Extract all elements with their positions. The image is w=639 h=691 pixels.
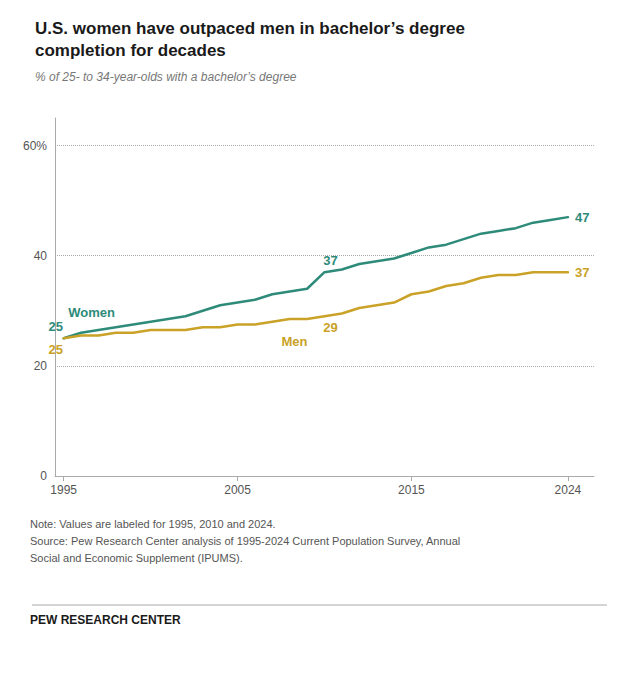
svg-text:Women: Women: [68, 305, 115, 320]
svg-text:PEW RESEARCH CENTER: PEW RESEARCH CENTER: [30, 613, 181, 627]
svg-text:60%: 60%: [23, 139, 47, 153]
svg-text:2005: 2005: [224, 483, 251, 497]
svg-text:completion for decades: completion for decades: [35, 41, 226, 60]
svg-text:25: 25: [48, 319, 62, 334]
svg-text:2015: 2015: [398, 483, 425, 497]
svg-text:Note: Values are labeled for 1: Note: Values are labeled for 1995, 2010 …: [30, 518, 276, 530]
svg-text:Social and Economic Supplement: Social and Economic Supplement (IPUMS).: [30, 552, 243, 564]
svg-text:Men: Men: [282, 334, 308, 349]
svg-text:29: 29: [323, 320, 337, 335]
svg-text:% of 25- to 34-year-olds with: % of 25- to 34-year-olds with a bachelor…: [35, 70, 297, 84]
svg-text:U.S. women have outpaced men i: U.S. women have outpaced men in bachelor…: [35, 19, 465, 38]
svg-text:Source: Pew Research Center an: Source: Pew Research Center analysis of …: [30, 535, 460, 547]
svg-text:40: 40: [34, 249, 48, 263]
svg-text:37: 37: [575, 265, 589, 280]
svg-text:2024: 2024: [555, 483, 582, 497]
svg-text:0: 0: [40, 469, 47, 483]
svg-text:47: 47: [575, 210, 589, 225]
svg-text:1995: 1995: [50, 483, 77, 497]
svg-text:25: 25: [48, 342, 62, 357]
svg-text:37: 37: [323, 253, 337, 268]
svg-text:20: 20: [34, 359, 48, 373]
